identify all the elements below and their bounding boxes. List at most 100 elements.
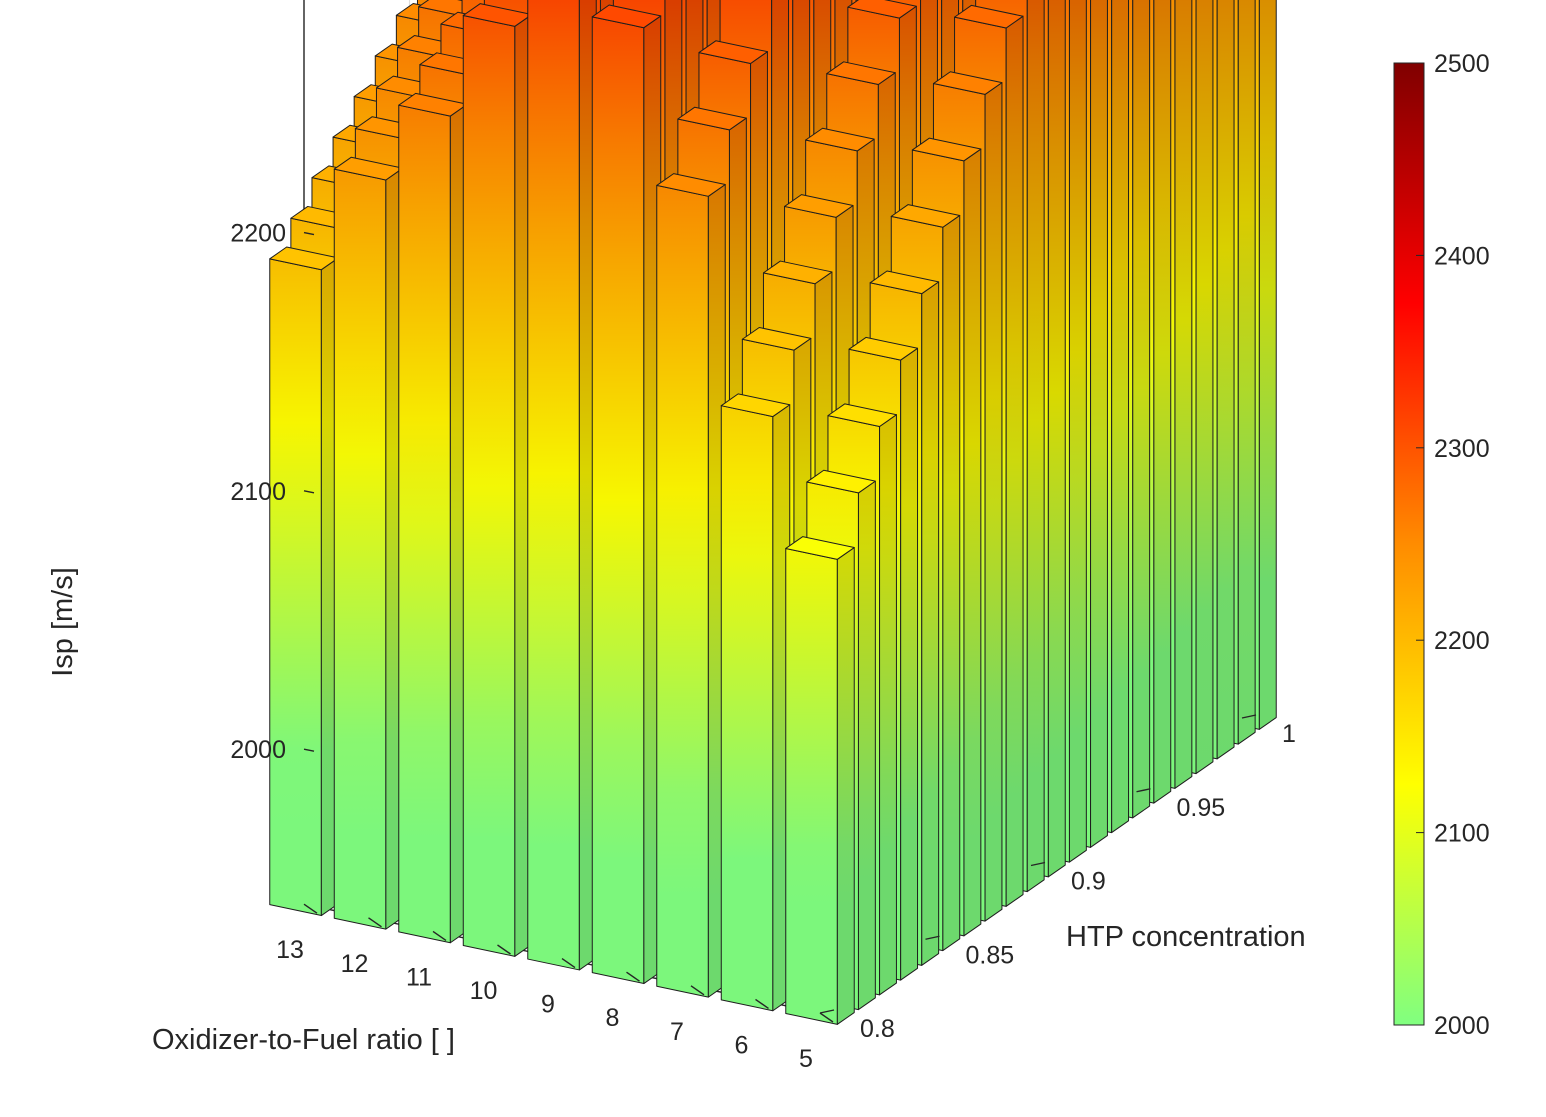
bar-top-face bbox=[656, 173, 726, 197]
x-tick-mark bbox=[626, 971, 640, 982]
bar-top-face bbox=[720, 393, 791, 418]
bar-side-face bbox=[1090, 0, 1108, 848]
bar-front-face bbox=[785, 547, 838, 1025]
bar-side-face bbox=[942, 214, 961, 952]
bar-side-face bbox=[1132, 0, 1151, 819]
bar-top-face bbox=[784, 194, 854, 218]
bar-side-face bbox=[836, 547, 855, 1025]
bar-side-face bbox=[1068, 0, 1087, 863]
bar-top-face bbox=[911, 137, 982, 162]
bar-top-face bbox=[848, 336, 919, 361]
bar-side-face bbox=[1237, 0, 1256, 745]
bar-side-face bbox=[963, 148, 982, 937]
x-tick-label: 11 bbox=[406, 963, 432, 991]
bar-front-face bbox=[720, 405, 774, 1012]
bar-top-face bbox=[269, 246, 339, 271]
x-tick-label: 6 bbox=[735, 1031, 749, 1059]
colorbar: 2000 2100 2200 2300 2400 2500 bbox=[1393, 50, 1490, 1040]
x-tick-label: 9 bbox=[541, 991, 555, 1019]
bar-side-face bbox=[1153, 0, 1172, 804]
colorbar-tick-label: 2000 bbox=[1434, 1012, 1490, 1040]
bar bbox=[269, 246, 339, 917]
bar-top-face bbox=[333, 156, 404, 181]
bar-side-face bbox=[1195, 0, 1214, 775]
bar-top-face bbox=[805, 127, 875, 152]
bar-top-face bbox=[398, 92, 468, 117]
y-tick-mark bbox=[925, 935, 940, 940]
bar-top-face bbox=[591, 4, 662, 29]
bar-top-face bbox=[890, 204, 961, 228]
bar-side-face bbox=[984, 82, 1003, 922]
bar-top-face bbox=[785, 536, 855, 560]
z-axis-title: Isp [m/s] bbox=[47, 567, 79, 677]
x-tick-mark bbox=[755, 998, 769, 1009]
bar-front-face bbox=[269, 258, 322, 917]
bar bbox=[527, 0, 597, 971]
bar-top-face bbox=[677, 106, 747, 131]
bar-side-face bbox=[879, 414, 897, 996]
z-tick-mark bbox=[303, 490, 315, 494]
bars bbox=[269, 0, 1277, 1025]
x-tick-label: 7 bbox=[670, 1018, 684, 1046]
bar-side-face bbox=[1258, 0, 1277, 730]
bar-side-face bbox=[921, 281, 940, 966]
bar-top-face bbox=[762, 260, 833, 285]
bar bbox=[398, 92, 468, 944]
x-tick-label: 12 bbox=[341, 950, 369, 978]
colorbar-tick-label: 2300 bbox=[1434, 435, 1490, 463]
x-tick-label: 13 bbox=[276, 936, 304, 964]
bar-top-face bbox=[462, 3, 533, 27]
x-tick-mark bbox=[368, 917, 382, 928]
bar-side-face bbox=[1174, 0, 1193, 789]
z-tick-label: 2000 bbox=[230, 736, 286, 764]
colorbar-tick-label: 2500 bbox=[1434, 50, 1490, 78]
colorbar-tick-label: 2200 bbox=[1434, 627, 1490, 655]
bar bbox=[785, 536, 855, 1025]
bar-side-face bbox=[1047, 0, 1066, 878]
bar bbox=[656, 173, 726, 998]
x-tick-label: 5 bbox=[799, 1045, 813, 1073]
x-tick-label: 10 bbox=[470, 977, 498, 1005]
x-tick-label: 8 bbox=[606, 1004, 620, 1032]
bar bbox=[720, 393, 791, 1012]
bar-front-face bbox=[398, 104, 451, 944]
bar-side-face bbox=[857, 480, 876, 1011]
z-tick-label: 2200 bbox=[230, 220, 286, 248]
y-axis-title: HTP concentration bbox=[1066, 921, 1306, 953]
z-tick-mark bbox=[303, 231, 315, 236]
bar-side-face bbox=[1005, 15, 1024, 907]
colorbar-tick-label: 2400 bbox=[1434, 242, 1490, 270]
bar-top-face bbox=[806, 469, 876, 494]
y-tick-label: 0.8 bbox=[860, 1015, 895, 1043]
y-tick-label: 0.95 bbox=[1177, 794, 1226, 822]
bar-front-face bbox=[462, 14, 516, 957]
bar-side-face bbox=[1111, 0, 1130, 834]
bar-front-face bbox=[656, 184, 709, 998]
bar-top-face bbox=[741, 326, 812, 351]
bar bbox=[333, 156, 404, 930]
y-tick-label: 0.9 bbox=[1071, 868, 1106, 896]
bar-top-face bbox=[827, 403, 897, 428]
x-tick-mark bbox=[819, 1012, 834, 1023]
x-tick-mark bbox=[432, 930, 447, 941]
bar-front-face bbox=[591, 16, 645, 985]
z-tick-mark bbox=[303, 748, 315, 752]
bar-top-face bbox=[698, 40, 768, 64]
tick-labels: 2000210022002300240025002600131211109876… bbox=[230, 220, 1296, 1073]
y-tick-mark bbox=[1241, 714, 1257, 719]
x-tick-mark bbox=[690, 985, 705, 996]
z-tick-label: 2100 bbox=[230, 478, 286, 506]
bar-side-face bbox=[1026, 0, 1045, 893]
x-tick-mark bbox=[497, 944, 511, 955]
bar-top-face bbox=[954, 4, 1024, 29]
bar-side-face bbox=[1216, 0, 1235, 760]
bar-top-face bbox=[869, 270, 940, 295]
y-tick-mark bbox=[819, 1009, 835, 1014]
y-tick-mark bbox=[1136, 788, 1151, 793]
y-tick-mark bbox=[1030, 861, 1046, 867]
x-tick-mark bbox=[561, 958, 576, 969]
bar-front-face bbox=[527, 0, 580, 971]
colorbar-tick-label: 2100 bbox=[1434, 820, 1490, 848]
bar-top-face bbox=[932, 71, 1003, 95]
